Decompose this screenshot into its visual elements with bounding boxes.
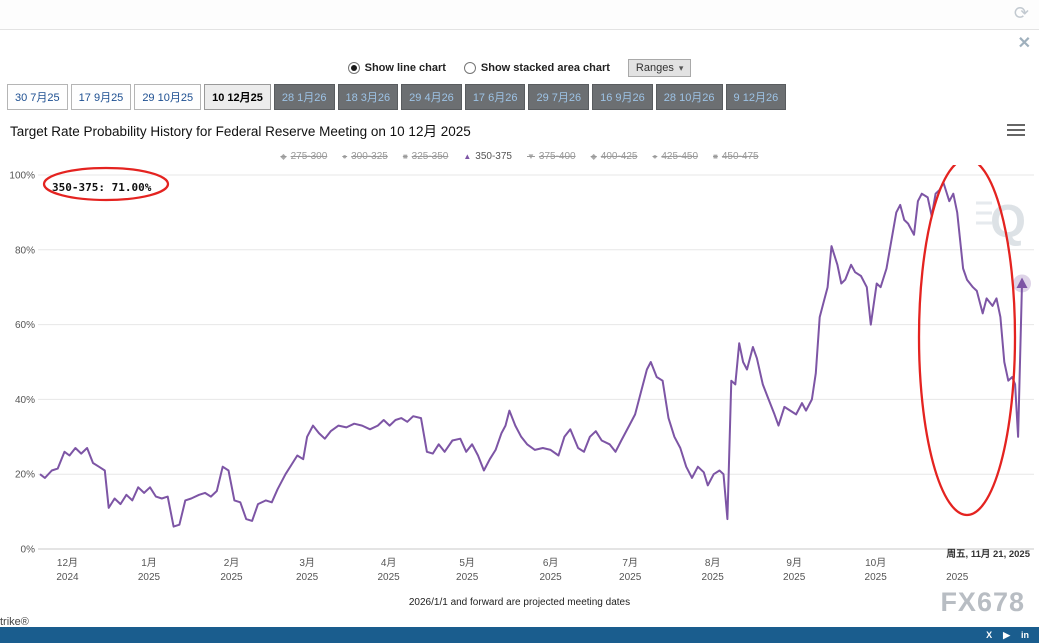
legend-label: 400-425 — [600, 151, 638, 162]
x-tick-month: 7月 — [622, 557, 638, 569]
tab-meeting-29-7月26[interactable]: 29 7月26 — [528, 84, 590, 110]
red-annotation-ellipse — [917, 165, 1017, 517]
ranges-dropdown-label: Ranges — [635, 62, 674, 74]
projected-dates-footnote: 2026/1/1 and forward are projected meeti… — [408, 597, 631, 608]
youtube-icon[interactable]: ▶ — [1003, 629, 1010, 640]
chart-title: Target Rate Probability History for Fede… — [10, 124, 471, 139]
legend-item-400-425[interactable]: ◆ 400-425 — [591, 151, 638, 162]
tab-meeting-10-12月25[interactable]: 10 12月25 — [204, 84, 271, 110]
x-tick-year: 2025 — [619, 572, 642, 583]
stacked-area-radio[interactable]: Show stacked area chart — [463, 62, 610, 74]
x-tick-month: 3月 — [299, 557, 315, 569]
line-chart-radio-label[interactable]: Show line chart — [364, 62, 446, 74]
legend-label: 275-300 — [290, 151, 328, 162]
y-tick-label: 20% — [15, 470, 35, 481]
x-tick-year: 2025 — [783, 572, 806, 583]
y-tick-label: 60% — [15, 320, 35, 331]
meeting-tabs: 30 7月25 17 9月25 29 10月25 10 12月25 28 1月26 18 … — [7, 84, 787, 110]
legend-item-300-325[interactable]: ● 300-325 — [342, 151, 388, 162]
legend-item-325-350[interactable]: ■ 325-350 — [403, 151, 449, 162]
circle-marker-icon: ● — [652, 152, 658, 161]
x-tick-year: 2025 — [138, 572, 161, 583]
y-tick-label: 0% — [21, 545, 36, 556]
chevron-down-icon: ▾ — [678, 62, 684, 73]
x-tick-year: 2025 — [456, 572, 479, 583]
x-social-icon[interactable]: X — [986, 629, 993, 640]
x-tick-month: 12月 — [57, 557, 78, 569]
tab-meeting-17-6月26[interactable]: 17 6月26 — [464, 84, 526, 110]
top-toolbar: ⟳ — [0, 0, 1039, 30]
x-tick-month: 8月 — [705, 557, 721, 569]
chart-legend: ◆ 275-300 ● 300-325 ■ 325-350 ▲ 350-375 ▼ 375-400… — [0, 151, 1039, 162]
quikstrike-logo-partial: trike® — [0, 616, 29, 628]
y-tick-label: 40% — [15, 395, 35, 406]
diamond-marker-icon: ◆ — [280, 152, 287, 161]
radio-unselected-icon[interactable] — [463, 62, 476, 74]
tab-meeting-17-9月25[interactable]: 17 9月25 — [70, 84, 132, 110]
x-tick-year: 2025 — [946, 572, 969, 583]
tab-meeting-29-4月26[interactable]: 29 4月26 — [401, 84, 462, 110]
y-tick-label: 80% — [15, 245, 35, 256]
diamond-marker-icon: ◆ — [590, 152, 597, 161]
square-marker-icon: ■ — [402, 152, 408, 161]
tab-meeting-28-10月26[interactable]: 28 10月26 — [655, 84, 723, 110]
x-tick-month: 4月 — [381, 557, 397, 569]
stacked-area-radio-label[interactable]: Show stacked area chart — [480, 62, 610, 74]
triangle-marker-icon: ▲ — [463, 152, 472, 161]
triangle-down-marker-icon: ▼ — [527, 152, 535, 161]
radio-selected-icon[interactable] — [347, 62, 360, 74]
tab-meeting-30-7月25[interactable]: 30 7月25 — [7, 84, 68, 110]
tab-meeting-28-1月26[interactable]: 28 1月26 — [273, 84, 335, 110]
x-tick-year: 2025 — [702, 572, 725, 583]
line-chart-radio[interactable]: Show line chart — [347, 62, 446, 74]
probability-line-350-375 — [39, 181, 1023, 528]
legend-label: 450-475 — [721, 151, 759, 162]
x-tick-month: 2月 — [224, 557, 240, 569]
tab-meeting-29-10月25[interactable]: 29 10月25 — [134, 84, 202, 110]
x-tick-month: 6月 — [543, 557, 559, 569]
chart-menu-icon[interactable] — [1007, 124, 1025, 137]
legend-item-275-300[interactable]: ◆ 275-300 — [280, 151, 327, 162]
x-tick-year: 2025 — [865, 572, 888, 583]
legend-label: 325-350 — [411, 151, 449, 162]
footer-bar: X ▶ in — [0, 627, 1039, 643]
fx678-watermark: FX678 — [940, 587, 1025, 617]
x-tick-year: 2025 — [296, 572, 319, 583]
x-tick-month: 9月 — [786, 557, 802, 569]
x-tick-year: 2024 — [56, 572, 79, 583]
x-tick-year: 2025 — [377, 572, 400, 583]
y-tick-label: 100% — [9, 171, 35, 182]
tab-meeting-16-9月26[interactable]: 16 9月26 — [592, 84, 653, 110]
red-annotation-ellipse — [42, 166, 170, 202]
crosshair-tooltip: 350-375: 71.00% — [52, 181, 152, 194]
crosshair-date-label: 周五, 11月 21, 2025 — [947, 549, 1031, 560]
legend-label: 425-450 — [661, 151, 699, 162]
probability-chart-svg: 0% 20% 40% 60% 80% 100% 12月 2024 1月 2025 2月 2025 3月 2… — [9, 165, 1034, 583]
tab-meeting-9-12月26[interactable]: 9 12月26 — [725, 84, 787, 110]
circle-marker-icon: ● — [342, 152, 348, 161]
chart-type-controls: Show line chart Show stacked area chart … — [0, 59, 1039, 77]
legend-label: 350-375 — [475, 151, 512, 162]
tab-meeting-18-3月26[interactable]: 18 3月26 — [337, 84, 399, 110]
x-tick-year: 2025 — [540, 572, 563, 583]
x-tick-month: 10月 — [865, 557, 886, 569]
footer-social: X ▶ in — [986, 629, 1029, 640]
x-tick-month: 5月 — [459, 557, 475, 569]
square-marker-icon: ■ — [713, 152, 718, 161]
legend-item-350-375[interactable]: ▲ 350-375 — [463, 151, 512, 162]
legend-label: 375-400 — [538, 151, 576, 162]
legend-item-375-400[interactable]: ▼ 375-400 — [527, 151, 576, 162]
refresh-icon[interactable]: ⟳ — [1013, 3, 1029, 23]
legend-label: 300-325 — [351, 151, 388, 162]
ranges-dropdown[interactable]: Ranges ▾ — [627, 59, 692, 77]
linkedin-icon[interactable]: in — [1021, 629, 1029, 640]
x-tick-year: 2025 — [220, 572, 243, 583]
x-tick-month: 1月 — [141, 557, 157, 569]
legend-item-425-450[interactable]: ● 425-450 — [652, 151, 698, 162]
close-icon[interactable]: ✕ — [1017, 35, 1031, 52]
end-marker-arrow-icon — [1016, 277, 1028, 288]
legend-item-450-475[interactable]: ■ 450-475 — [713, 151, 759, 162]
